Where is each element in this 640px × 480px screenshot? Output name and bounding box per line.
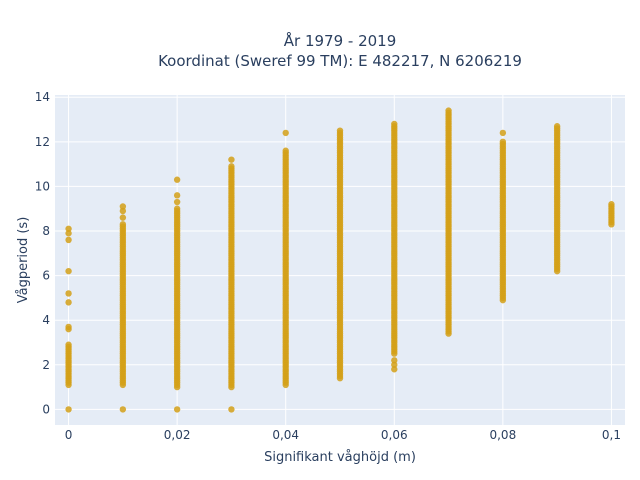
data-point: [391, 357, 398, 364]
y-tick-label: 6: [42, 269, 50, 283]
x-tick-label: 0,1: [602, 428, 621, 442]
data-points: [65, 107, 615, 413]
chart-title-line1: År 1979 - 2019: [284, 31, 397, 50]
data-point: [228, 163, 235, 170]
data-point: [228, 156, 235, 163]
y-tick-label: 4: [42, 313, 50, 327]
data-point: [173, 205, 181, 212]
data-point: [65, 290, 72, 297]
x-tick-label: 0,08: [489, 428, 516, 442]
data-point: [119, 406, 127, 413]
data-point: [65, 299, 72, 306]
data-point: [65, 323, 72, 331]
data-point: [391, 366, 398, 373]
data-point: [119, 221, 127, 228]
data-point: [173, 176, 181, 183]
data-point: [608, 201, 615, 208]
x-tick-label: 0: [65, 428, 73, 442]
data-point: [228, 406, 235, 413]
data-point: [282, 147, 289, 154]
y-tick-label: 10: [35, 179, 50, 193]
x-tick-label: 0,06: [381, 428, 408, 442]
x-tick-label: 0,04: [272, 428, 299, 442]
data-point: [65, 225, 72, 232]
data-point: [499, 138, 507, 146]
x-axis-label: Signifikant våghöjd (m): [264, 450, 416, 465]
data-point: [65, 236, 72, 244]
chart-title-line2: Koordinat (Sweref 99 TM): E 482217, N 62…: [158, 52, 522, 70]
y-tick-label: 2: [42, 358, 50, 372]
x-tick-labels: 0 0,02 0,04 0,06 0,08 0,1: [65, 428, 621, 442]
data-point: [445, 107, 452, 114]
data-point: [499, 129, 507, 137]
x-tick-label: 0,02: [164, 428, 191, 442]
data-point: [553, 123, 561, 130]
data-point: [391, 120, 398, 128]
data-point: [65, 406, 72, 413]
data-point: [65, 341, 72, 348]
data-point: [173, 406, 181, 413]
data-point: [119, 214, 127, 221]
y-tick-label: 14: [35, 90, 50, 104]
data-point: [119, 207, 127, 215]
data-point: [119, 203, 127, 210]
data-point: [282, 129, 289, 137]
y-tick-label: 8: [42, 224, 50, 238]
y-tick-labels: 0 2 4 6 8 10 12 14: [35, 90, 50, 416]
data-point: [391, 361, 398, 368]
y-tick-label: 12: [35, 135, 50, 149]
y-axis-label: Vågperiod (s): [16, 217, 31, 304]
data-point: [336, 127, 344, 134]
data-point: [173, 192, 181, 199]
y-tick-label: 0: [42, 402, 50, 416]
data-point: [65, 267, 72, 275]
data-point: [173, 198, 181, 206]
data-point: [65, 230, 72, 237]
